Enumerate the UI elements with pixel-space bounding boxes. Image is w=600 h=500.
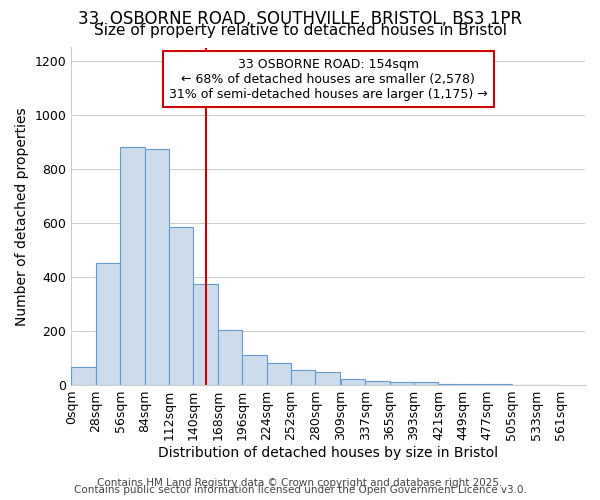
Text: Size of property relative to detached houses in Bristol: Size of property relative to detached ho… — [94, 22, 506, 38]
Bar — [218, 330, 242, 385]
Text: Contains public sector information licensed under the Open Government Licence v3: Contains public sector information licen… — [74, 485, 526, 495]
X-axis label: Distribution of detached houses by size in Bristol: Distribution of detached houses by size … — [158, 446, 498, 460]
Bar — [96, 264, 120, 385]
Bar — [242, 356, 266, 385]
Bar — [414, 382, 439, 385]
Text: 33, OSBORNE ROAD, SOUTHVILLE, BRISTOL, BS3 1PR: 33, OSBORNE ROAD, SOUTHVILLE, BRISTOL, B… — [78, 10, 522, 28]
Bar — [266, 364, 291, 385]
Bar — [316, 372, 340, 385]
Text: 33 OSBORNE ROAD: 154sqm
← 68% of detached houses are smaller (2,578)
31% of semi: 33 OSBORNE ROAD: 154sqm ← 68% of detache… — [169, 58, 488, 100]
Text: Contains HM Land Registry data © Crown copyright and database right 2025.: Contains HM Land Registry data © Crown c… — [97, 478, 503, 488]
Bar — [71, 368, 96, 385]
Bar — [487, 384, 512, 385]
Bar — [389, 382, 414, 385]
Bar — [145, 148, 169, 385]
Bar — [463, 384, 487, 385]
Y-axis label: Number of detached properties: Number of detached properties — [15, 107, 29, 326]
Bar — [120, 148, 145, 385]
Bar — [291, 370, 316, 385]
Bar — [439, 384, 463, 385]
Bar — [341, 379, 365, 385]
Bar — [169, 227, 193, 385]
Bar — [193, 284, 218, 385]
Bar — [365, 381, 389, 385]
